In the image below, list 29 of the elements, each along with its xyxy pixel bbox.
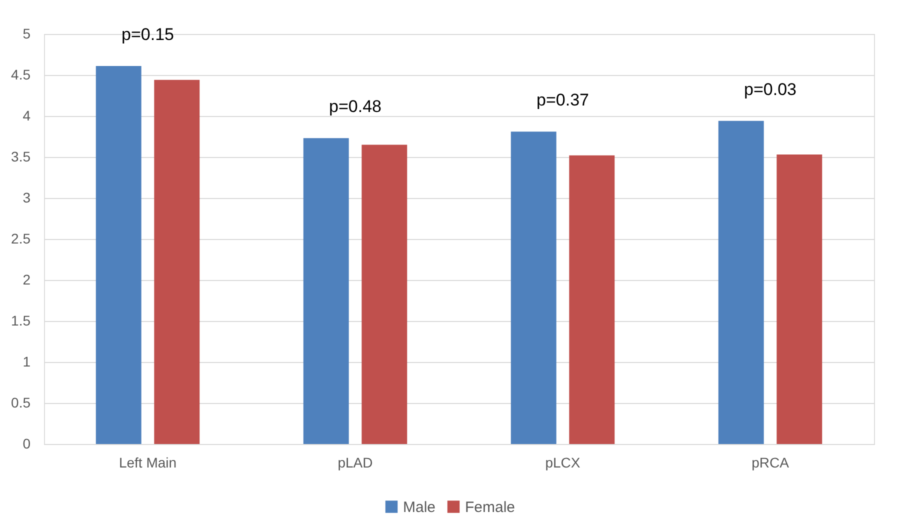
bar xyxy=(569,155,615,444)
y-tick-label: 5 xyxy=(22,26,31,42)
x-tick-label: pLCX xyxy=(545,454,581,470)
x-tick-label: pLAD xyxy=(338,454,373,470)
annotation: p=0.03 xyxy=(744,80,796,99)
y-tick-label: 0.5 xyxy=(11,394,31,410)
bar xyxy=(510,132,556,444)
annotation: p=0.15 xyxy=(122,24,174,44)
bar xyxy=(303,138,349,444)
bar xyxy=(154,80,200,444)
y-tick-label: 2 xyxy=(22,272,31,288)
y-tick-label: 1 xyxy=(22,354,31,370)
bar xyxy=(362,144,408,444)
y-tick-label: 2.5 xyxy=(11,230,31,246)
y-tick-label: 3.5 xyxy=(11,148,31,164)
annotation: p=0.37 xyxy=(536,90,589,110)
bar xyxy=(96,66,142,444)
bar xyxy=(776,154,822,444)
bar xyxy=(718,120,764,444)
annotation: p=0.48 xyxy=(329,97,382,116)
legend-label: Male xyxy=(403,498,436,516)
y-tick-label: 3 xyxy=(22,190,31,206)
y-tick-label: 1.5 xyxy=(11,312,31,328)
y-tick-label: 4.5 xyxy=(11,66,31,82)
y-tick-label: 0 xyxy=(22,436,31,452)
x-tick-label: pRCA xyxy=(752,454,790,470)
x-tick-label: Left Main xyxy=(118,454,177,470)
y-tick-label: 4 xyxy=(22,108,31,124)
legend-label: Female xyxy=(465,498,516,516)
